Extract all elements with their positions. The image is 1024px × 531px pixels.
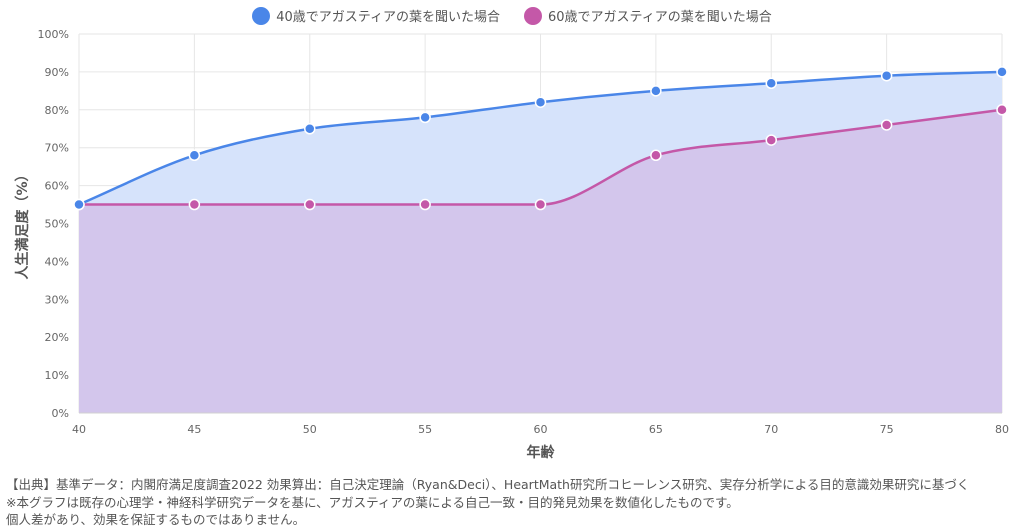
y-tick-label: 60% <box>45 180 69 193</box>
y-tick-label: 20% <box>45 331 69 344</box>
x-tick-label: 60 <box>534 423 548 436</box>
series-1-point <box>304 123 316 135</box>
y-tick-label: 50% <box>45 218 69 231</box>
x-tick-label: 55 <box>418 423 432 436</box>
y-tick-label: 100% <box>38 28 69 41</box>
series-1-point <box>188 149 201 162</box>
y-tick-label: 80% <box>45 104 69 117</box>
x-tick-label: 40 <box>72 423 86 436</box>
y-tick-label: 30% <box>45 293 69 306</box>
legend-swatch-series-2 <box>524 6 542 25</box>
series-2-point <box>765 134 777 146</box>
legend-label-series-2: 60歳でアガスティアの葉を聞いた場合 <box>548 10 772 25</box>
series-2-point <box>419 198 431 211</box>
footnote-source: 【出典】基準データ：内閣府満足度調査2022 効果算出：自己決定理論（Ryan&… <box>6 477 970 492</box>
x-tick-label: 70 <box>764 423 778 436</box>
line-area-chart: 0% 10% 20% 30% 40% 50% 60% 70% 80% 90% 100% 40 45 50 5… <box>14 28 1009 461</box>
series-2-point <box>880 119 893 131</box>
y-tick-label: 10% <box>45 369 69 382</box>
series-2-area <box>79 109 1002 414</box>
y-tick-label: 0% <box>52 407 69 420</box>
series-1-point <box>880 69 893 82</box>
y-tick-label: 40% <box>45 255 69 268</box>
y-tick-label: 70% <box>45 142 69 155</box>
series-2-point <box>304 198 316 211</box>
x-axis-title: 年齢 <box>527 444 556 461</box>
series-1-point <box>534 96 547 108</box>
series-1-point <box>650 85 662 97</box>
x-tick-label: 45 <box>187 423 201 436</box>
x-tick-label: 80 <box>995 423 1009 436</box>
x-tick-label: 75 <box>880 423 894 436</box>
footnote-method: ※本グラフは既存の心理学・神経科学研究データを基に、アガスティアの葉による自己一… <box>6 494 739 510</box>
series-2-point <box>534 198 547 211</box>
series-1-point <box>765 77 777 90</box>
series-1-point <box>996 66 1008 78</box>
footnote-disclaimer: 個人差があり、効果を保証するものではありません。 <box>6 512 306 527</box>
series-2-point <box>650 149 662 162</box>
legend-swatch-series-1 <box>252 6 271 25</box>
chart-legend: 40歳でアガスティアの葉を聞いた場合 60歳でアガスティアの葉を聞いた場合 <box>0 6 1024 25</box>
series-2-point <box>996 104 1008 116</box>
y-axis-title: 人生満足度（%） <box>14 167 31 279</box>
x-tick-label: 65 <box>649 423 663 436</box>
legend-item-series-2[interactable]: 60歳でアガスティアの葉を聞いた場合 <box>524 6 772 25</box>
x-tick-label: 50 <box>303 423 317 436</box>
legend-label-series-1: 40歳でアガスティアの葉を聞いた場合 <box>276 10 500 25</box>
legend-item-series-1[interactable]: 40歳でアガスティアの葉を聞いた場合 <box>252 6 500 25</box>
series-1-point <box>419 111 431 124</box>
chart-footnote: 【出典】基準データ：内閣府満足度調査2022 効果算出：自己決定理論（Ryan&… <box>6 476 969 529</box>
series-1-point <box>73 198 85 211</box>
series-2-point <box>188 198 201 211</box>
y-tick-label: 90% <box>45 66 69 79</box>
